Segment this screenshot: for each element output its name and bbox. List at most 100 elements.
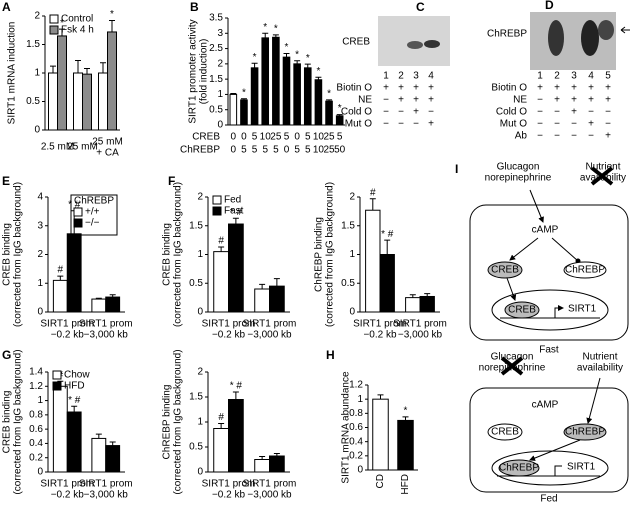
y-tick-label: 2 — [197, 192, 203, 203]
bar — [397, 419, 414, 471]
x-tick-label: 10 — [260, 132, 272, 143]
sign: − — [383, 95, 389, 106]
error-bar — [75, 59, 81, 73]
node — [487, 423, 523, 441]
bar — [269, 455, 285, 473]
x-tick-label: 5 — [252, 132, 258, 143]
y-tick-label: 0.5 — [189, 278, 203, 289]
annotation: # — [218, 236, 224, 247]
sign: − — [537, 131, 543, 142]
bar — [293, 63, 301, 126]
error-bar — [273, 278, 280, 287]
y-tick-label: 1.2 — [29, 381, 43, 392]
x-tick-label: 10 — [313, 132, 325, 143]
x-tick-label: SIRT1 prom −3,000 kb — [243, 318, 297, 340]
error-bar — [369, 198, 376, 211]
error-bar — [272, 34, 279, 38]
x-tick-label: 5 — [241, 145, 247, 156]
panel-letter: B — [190, 0, 199, 14]
bar — [213, 428, 230, 473]
y-axis-label: SIRT1 mRNA induction — [7, 22, 18, 125]
bar — [254, 459, 271, 473]
x-tick-label: 5 — [273, 145, 279, 156]
y-tick-label: 0.2 — [29, 452, 43, 463]
legend-swatch — [212, 206, 222, 216]
annotation: * — [274, 23, 278, 34]
y-tick-label: 0.8 — [29, 409, 43, 420]
bar — [91, 437, 107, 473]
blot-band — [548, 20, 564, 56]
x-tick-label: 0 — [231, 145, 237, 156]
y-tick-label: 1.5 — [341, 220, 355, 231]
cross — [500, 356, 524, 376]
y-tick-label: 2 — [349, 192, 355, 203]
gene-arrow — [497, 465, 600, 477]
gene-arrow — [500, 308, 600, 319]
x-tick-label: 0 — [294, 132, 300, 143]
y-tick-label: 2 — [217, 58, 223, 69]
bar — [105, 296, 121, 313]
sign: + — [428, 95, 434, 106]
legend-label: +/+ — [85, 207, 100, 218]
panel-letter: D — [545, 0, 554, 12]
y-tick-label: 0.8 — [349, 408, 363, 419]
sign: − — [413, 119, 419, 130]
sign: + — [588, 95, 594, 106]
y-tick-label: 0.4 — [349, 436, 363, 447]
x-tick-label: 5 — [252, 145, 258, 156]
x-tick-label: 5 — [305, 145, 311, 156]
nucleus — [491, 289, 609, 331]
error-bar — [409, 294, 416, 298]
row-label: Ab — [515, 131, 528, 142]
cell — [469, 204, 629, 341]
sign: + — [537, 83, 543, 94]
error-bar — [259, 283, 266, 289]
x-tick-label: 10 — [313, 145, 325, 156]
arrow — [620, 26, 630, 34]
bar — [282, 56, 291, 126]
bar — [250, 67, 259, 126]
bar — [228, 223, 244, 313]
node — [563, 261, 607, 279]
y-tick-label: 0 — [37, 467, 43, 478]
y-tick-label: 2 — [197, 367, 203, 378]
x-tick-label: SIRT1 prom −0.2 kb — [40, 318, 94, 340]
band-label: ChREBP — [487, 29, 527, 40]
lane-number: 2 — [554, 71, 560, 82]
y-tick-label: 0.5 — [341, 278, 355, 289]
y-axis-label: CREB binding(corrected from IgG backgrou… — [1, 349, 23, 494]
annotation: * — [316, 66, 320, 77]
bar — [57, 35, 67, 131]
nucleus — [491, 450, 609, 486]
legend-swatch — [73, 218, 83, 228]
legend-label: Chow — [64, 370, 90, 381]
bar — [91, 298, 107, 313]
y-tick-label: 0.5 — [209, 104, 223, 115]
y-tick-label: 0 — [357, 465, 363, 476]
blot-image — [378, 16, 450, 66]
sign: + — [605, 95, 611, 106]
panel-letter: E — [2, 174, 10, 188]
x-tick-label: 5 — [284, 132, 290, 143]
x-tick-label: 25 mM + CA — [92, 136, 123, 158]
arrow — [506, 277, 517, 301]
row-label: Cold O — [341, 107, 372, 118]
x-tick-label: 0 — [284, 145, 290, 156]
sign: − — [554, 107, 560, 118]
error-bar — [283, 52, 290, 58]
error-bar — [71, 405, 78, 412]
error-bar — [232, 391, 239, 400]
error-bar — [109, 20, 115, 32]
panel-letter: A — [2, 0, 11, 14]
sign: + — [571, 95, 577, 106]
error-bar — [262, 32, 269, 38]
legend-swatch — [212, 195, 222, 205]
camp: cAMP — [532, 400, 559, 411]
y-tick-label: 1 — [357, 394, 363, 405]
x-tick-label: SIRT1 prom −0.2 kb — [202, 478, 256, 500]
bar — [325, 100, 333, 126]
state-label: Fast — [539, 345, 559, 356]
annotation: * — [306, 53, 310, 64]
sign: + — [605, 131, 611, 142]
